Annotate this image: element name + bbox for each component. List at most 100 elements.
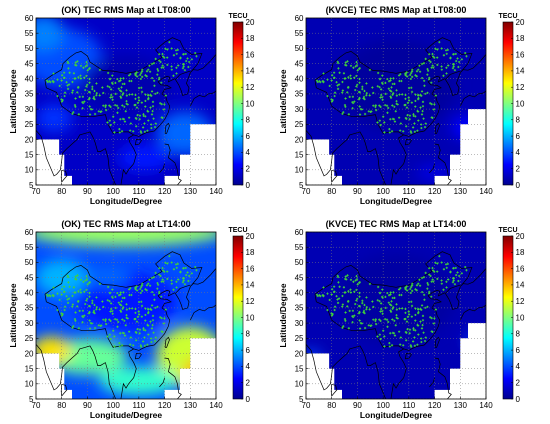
station-marker: [166, 270, 169, 273]
station-marker: [114, 306, 117, 310]
coastline: [434, 143, 452, 185]
station-marker: [83, 100, 86, 103]
station-marker: [146, 109, 149, 113]
station-marker: [67, 83, 71, 86]
no-data-block: [468, 323, 486, 399]
station-marker: [384, 306, 387, 310]
station-marker: [465, 269, 468, 272]
station-marker: [422, 276, 426, 279]
station-marker: [147, 308, 150, 311]
station-marker: [358, 319, 361, 322]
station-marker: [413, 130, 416, 133]
y-tick-label: 5: [29, 181, 34, 190]
station-marker: [131, 93, 134, 96]
station-marker: [344, 77, 347, 80]
station-marker: [422, 117, 425, 120]
station-marker: [129, 129, 132, 132]
station-marker: [137, 96, 140, 99]
station-marker: [380, 302, 383, 305]
station-marker: [114, 104, 117, 107]
station-marker: [166, 56, 169, 59]
station-marker: [106, 335, 109, 338]
station-marker: [71, 112, 74, 115]
station-marker: [46, 294, 49, 298]
station-marker: [378, 104, 381, 107]
station-marker: [182, 65, 185, 68]
station-marker: [105, 323, 108, 326]
colorbar-tick-label: 20: [516, 232, 525, 241]
station-marker: [145, 70, 149, 73]
station-marker: [409, 73, 412, 77]
station-marker: [438, 41, 441, 44]
station-marker: [422, 62, 426, 65]
station-marker: [102, 104, 105, 107]
station-marker: [136, 289, 139, 292]
station-marker: [445, 286, 448, 289]
station-marker: [133, 104, 136, 107]
station-marker: [112, 115, 115, 118]
station-marker: [370, 110, 373, 113]
y-axis-label: Latitude/Degree: [8, 283, 18, 348]
station-marker: [85, 288, 88, 292]
station-marker: [392, 92, 395, 95]
coastline: [429, 377, 435, 388]
station-marker: [89, 108, 92, 111]
station-marker: [79, 291, 82, 294]
coastline: [434, 122, 440, 134]
station-marker: [138, 118, 141, 121]
coastline: [434, 357, 452, 399]
station-marker: [146, 323, 149, 327]
y-tick-label: 15: [25, 364, 34, 373]
station-marker: [183, 69, 187, 72]
y-tick-label: 55: [25, 243, 34, 252]
station-marker: [81, 95, 84, 98]
station-marker: [79, 288, 82, 291]
station-marker: [352, 315, 355, 319]
station-marker: [333, 94, 336, 98]
station-marker: [132, 130, 135, 133]
station-marker: [127, 288, 131, 291]
station-marker: [112, 329, 115, 332]
station-marker: [146, 129, 149, 132]
station-marker: [115, 318, 119, 321]
colorbar-tick-label: 6: [516, 132, 521, 141]
x-tick-label: 110: [132, 401, 145, 410]
station-marker: [351, 107, 354, 110]
colorbar-unit: TECU: [228, 13, 247, 20]
station-marker: [63, 91, 67, 94]
station-marker: [457, 65, 460, 69]
station-marker: [346, 305, 349, 308]
station-marker: [426, 91, 429, 94]
station-marker: [433, 317, 436, 320]
coastline: [159, 377, 165, 388]
station-marker: [434, 94, 438, 97]
coastline: [330, 169, 338, 183]
colorbar-tick-label: 2: [246, 379, 251, 388]
station-marker: [140, 285, 143, 289]
y-tick-label: 40: [295, 289, 304, 298]
station-marker: [58, 298, 61, 302]
station-marker: [134, 93, 137, 97]
station-marker: [337, 281, 340, 284]
station-marker: [88, 113, 92, 116]
station-marker: [401, 93, 404, 96]
station-marker: [135, 320, 139, 323]
coastline: [164, 143, 182, 185]
station-marker: [414, 105, 417, 108]
station-marker: [123, 82, 126, 86]
station-marker: [74, 105, 77, 108]
station-marker: [74, 63, 77, 67]
y-tick-label: 55: [295, 29, 304, 38]
station-marker: [45, 79, 49, 82]
station-marker: [422, 331, 425, 334]
y-tick-label: 15: [295, 150, 304, 159]
station-marker: [430, 330, 433, 333]
station-marker: [383, 121, 386, 124]
station-marker: [72, 286, 76, 289]
station-marker: [95, 94, 98, 97]
station-marker: [172, 54, 176, 57]
station-marker: [120, 300, 123, 303]
station-marker: [111, 288, 114, 291]
station-marker: [170, 261, 173, 264]
station-marker: [150, 304, 154, 307]
